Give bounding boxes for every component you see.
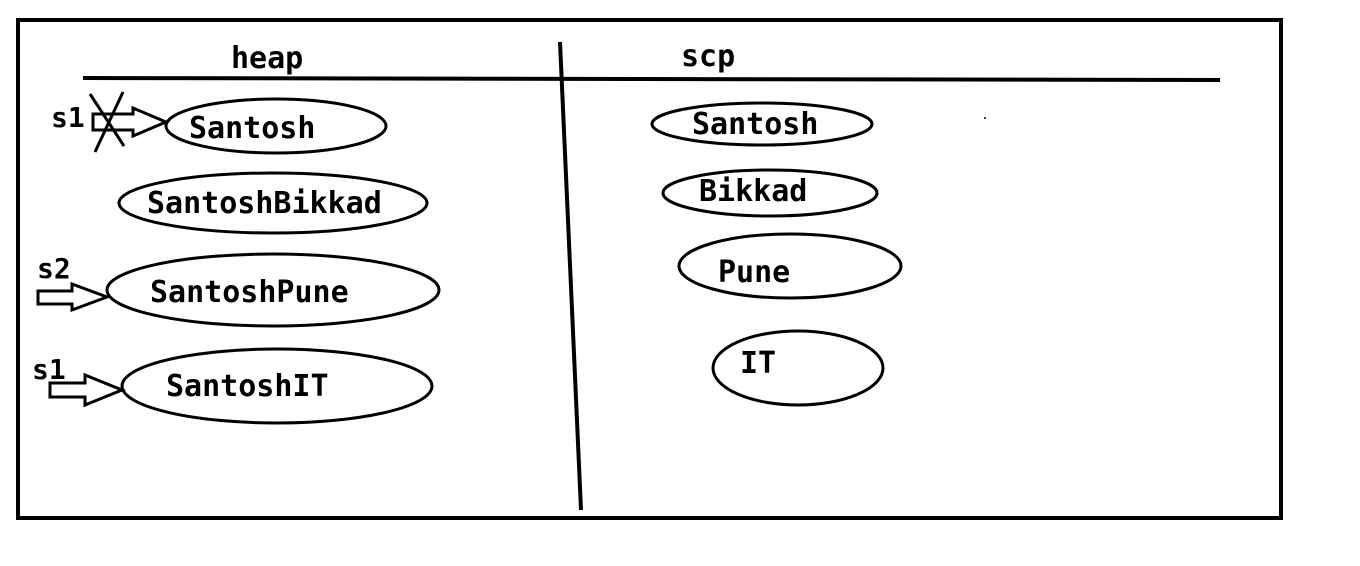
area-divider [558,41,583,511]
scp-object-bikkad-ellipse [661,168,879,218]
reference-arrow-icon [91,105,170,139]
heap-object-santosh-ellipse [164,97,388,155]
scp-object-pune-ellipse [677,232,903,300]
reference-arrow-icon [48,372,126,408]
scp-object-santosh-ellipse [650,101,874,147]
scp-object-pune-label: Pune [718,255,790,290]
header-divider [82,76,1221,82]
heap-object-santoshbikkad: SantoshBikkad [117,171,429,235]
heap-object-santoshit: SantoshIT [120,347,434,425]
heap-object-santoshit-ellipse [120,347,434,425]
heap-object-santoshpune: SantoshPune [105,252,441,328]
heap-object-santoshit-label: SantoshIT [166,369,329,404]
reference-s1-new-label: s1 [32,353,66,386]
scp-heading: scp [681,39,735,74]
reference-s1-old-label: s1 [51,101,85,134]
scp-object-it: IT [711,329,885,407]
heap-object-santosh-label: Santosh [189,111,315,146]
heap-object-santoshpune-ellipse [105,252,441,328]
stray-dot [984,117,986,119]
scp-object-bikkad-label: Bikkad [699,174,807,209]
scp-object-santosh: Santosh [650,101,874,147]
reference-s2-label: s2 [37,252,71,285]
heap-object-santoshbikkad-label: SantoshBikkad [147,186,382,221]
scp-object-bikkad: Bikkad [661,168,879,218]
scp-object-it-label: IT [740,346,776,381]
reference-arrow-icon [36,281,112,313]
scp-object-it-ellipse [711,329,885,407]
diagram-frame [16,18,1283,520]
heap-object-santosh: Santosh [164,97,388,155]
heap-object-santoshpune-label: SantoshPune [150,275,349,310]
heap-object-santoshbikkad-ellipse [117,171,429,235]
scp-object-santosh-label: Santosh [692,107,818,142]
scp-object-pune: Pune [677,232,903,300]
heap-heading: heap [231,41,303,76]
cross-icon [88,91,126,153]
